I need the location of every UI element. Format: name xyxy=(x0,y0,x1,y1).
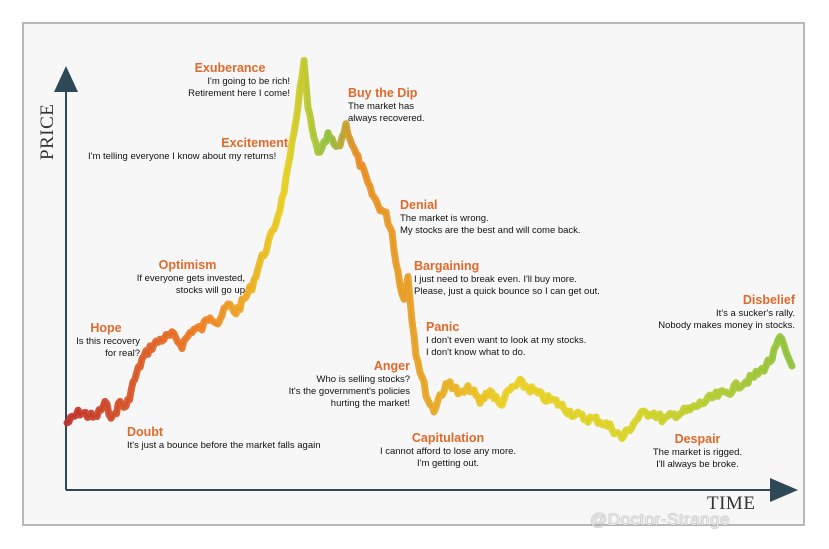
phase-bargaining: Bargaining I just need to break even. I'… xyxy=(414,258,634,298)
phase-name: Capitulation xyxy=(411,431,485,445)
phase-despair: Despair The market is rigged. I'll alway… xyxy=(630,431,765,471)
phase-note: The market has always recovered. xyxy=(348,101,425,124)
phase-name: Denial xyxy=(400,198,438,212)
phase-name: Buy the Dip xyxy=(348,86,418,100)
y-axis-label: PRICE xyxy=(37,103,58,160)
phase-disbelief: Disbelief It's a sucker's rally. Nobody … xyxy=(640,292,795,332)
phase-optimism: Optimism If everyone gets invested, stoc… xyxy=(130,257,245,297)
phase-name: Disbelief xyxy=(742,293,795,307)
phase-note: I just need to break even. I'll buy more… xyxy=(414,274,600,297)
phase-note: The market is rigged. I'll always be bro… xyxy=(652,447,743,470)
phase-note: If everyone gets invested, stocks will g… xyxy=(136,273,245,296)
phase-capitulation: Capitulation I cannot afford to lose any… xyxy=(368,430,528,470)
phase-name: Despair xyxy=(674,432,721,446)
phase-note: I cannot afford to lose any more. I'm ge… xyxy=(379,446,517,469)
phase-note: It's just a bounce before the market fal… xyxy=(127,440,321,451)
phase-note: Is this recovery for real? xyxy=(76,336,140,359)
phase-name: Excitement xyxy=(221,136,288,150)
phase-anger: Anger Who is selling stocks? It's the go… xyxy=(262,358,410,410)
phase-denial: Denial The market is wrong. My stocks ar… xyxy=(400,197,610,237)
phase-name: Anger xyxy=(373,359,410,373)
watermark: @Doctor-Strange xyxy=(590,510,731,529)
phase-name: Bargaining xyxy=(414,259,480,273)
phase-name: Doubt xyxy=(127,425,164,439)
price-line-detail xyxy=(66,59,793,440)
y-axis-arrow xyxy=(54,66,78,92)
phase-name: Panic xyxy=(426,320,460,334)
phase-doubt: Doubt It's just a bounce before the mark… xyxy=(127,424,367,452)
phase-exuberance: Exuberance I'm going to be rich! Retirem… xyxy=(170,60,290,100)
phase-note: It's a sucker's rally. Nobody makes mone… xyxy=(658,308,795,331)
x-axis-arrow xyxy=(770,478,798,502)
phase-name: Hope xyxy=(90,321,122,335)
phase-note: I'm telling everyone I know about my ret… xyxy=(88,151,277,162)
phase-name: Optimism xyxy=(158,258,217,272)
phase-excitement: Excitement I'm telling everyone I know a… xyxy=(88,135,288,163)
phase-hope: Hope Is this recovery for real? xyxy=(72,320,140,360)
phase-note: I'm going to be rich! Retirement here I … xyxy=(188,76,290,99)
chart-frame xyxy=(22,22,805,526)
x-axis-label: TIME xyxy=(707,493,756,514)
phase-note: I don't even want to look at my stocks. … xyxy=(426,335,587,358)
phase-name: Exuberance xyxy=(194,61,266,75)
phase-note: The market is wrong. My stocks are the b… xyxy=(400,213,581,236)
phase-buy-the-dip: Buy the Dip The market has always recove… xyxy=(348,85,478,125)
phase-note: Who is selling stocks? It's the governme… xyxy=(288,374,410,409)
phase-panic: Panic I don't even want to look at my st… xyxy=(426,319,626,359)
